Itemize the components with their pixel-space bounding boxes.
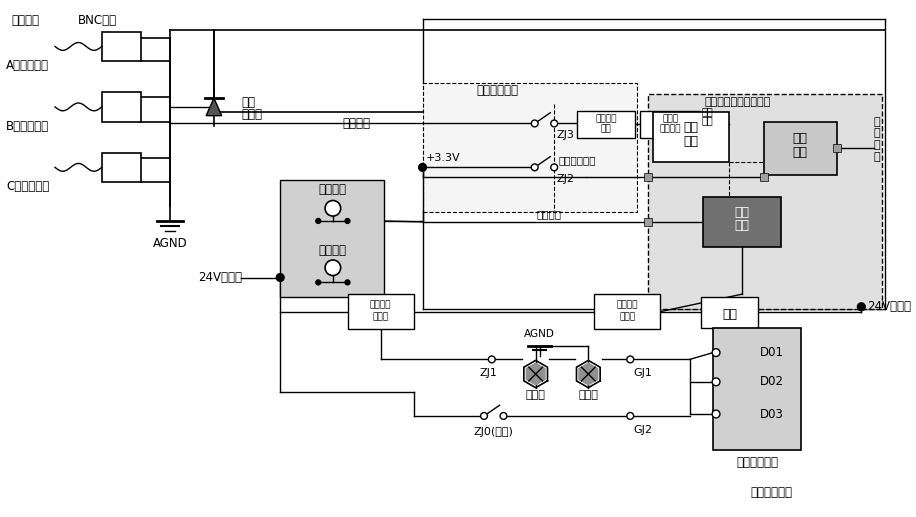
Circle shape: [857, 303, 866, 311]
Text: ZJ3: ZJ3: [556, 130, 574, 140]
Circle shape: [345, 219, 350, 223]
FancyBboxPatch shape: [764, 121, 837, 175]
Text: 脉: 脉: [874, 116, 880, 127]
Text: GJ1: GJ1: [633, 368, 652, 378]
Text: 出: 出: [874, 151, 880, 162]
Text: 信号: 信号: [702, 106, 714, 116]
Text: 发生器: 发生器: [373, 312, 388, 321]
Text: GJ2: GJ2: [633, 424, 652, 435]
Circle shape: [316, 280, 321, 285]
Text: 脉冲发生控制: 脉冲发生控制: [559, 156, 596, 165]
Circle shape: [500, 413, 507, 419]
Text: 复归按钮: 复归按钮: [319, 183, 347, 196]
Text: B相信号监测: B相信号监测: [6, 120, 49, 133]
Polygon shape: [206, 98, 222, 116]
Text: 光耦: 光耦: [722, 308, 737, 321]
Circle shape: [325, 260, 341, 276]
FancyBboxPatch shape: [653, 112, 729, 162]
Text: 灵敏度: 灵敏度: [662, 114, 678, 123]
Circle shape: [488, 356, 496, 363]
Circle shape: [531, 164, 538, 171]
Circle shape: [345, 280, 350, 285]
Text: 告警灯: 告警灯: [578, 390, 598, 401]
Text: D02: D02: [759, 375, 783, 388]
Text: D03: D03: [759, 407, 783, 420]
FancyBboxPatch shape: [760, 173, 768, 181]
Text: 高通滤波: 高通滤波: [595, 114, 616, 123]
FancyBboxPatch shape: [640, 111, 701, 138]
Text: 自检控制: 自检控制: [370, 300, 391, 309]
Polygon shape: [578, 362, 598, 386]
Text: ZJ0(常闭): ZJ0(常闭): [474, 427, 514, 436]
Circle shape: [316, 219, 321, 223]
Text: 调节回路: 调节回路: [660, 124, 681, 133]
Text: 发生器: 发生器: [619, 312, 636, 321]
Text: 自检按钮: 自检按钮: [319, 244, 347, 257]
Text: 外部信号: 外部信号: [343, 117, 371, 130]
Circle shape: [551, 164, 558, 171]
Text: 二极管: 二极管: [241, 108, 262, 121]
Text: 告警: 告警: [735, 206, 750, 219]
Text: 告警控制: 告警控制: [616, 300, 638, 309]
Text: A相信号监测: A相信号监测: [6, 59, 49, 72]
Text: 装置外部端子: 装置外部端子: [736, 457, 778, 469]
Text: 回路: 回路: [601, 124, 611, 133]
Text: ZJ2: ZJ2: [556, 174, 574, 184]
Circle shape: [627, 413, 634, 419]
Circle shape: [712, 378, 720, 386]
Circle shape: [531, 120, 538, 127]
Circle shape: [419, 163, 427, 171]
FancyBboxPatch shape: [648, 94, 882, 309]
Text: 自检灯: 自检灯: [526, 390, 546, 401]
Text: 监测装置核心处理单元: 监测装置核心处理单元: [704, 97, 770, 107]
Text: 脉冲: 脉冲: [683, 121, 698, 134]
Text: 冲: 冲: [874, 128, 880, 138]
Text: 复归输入: 复归输入: [537, 209, 562, 219]
Circle shape: [420, 164, 426, 170]
FancyBboxPatch shape: [714, 328, 801, 450]
Text: 输: 输: [874, 140, 880, 150]
Text: 输入: 输入: [702, 115, 714, 126]
Text: 发生: 发生: [792, 146, 807, 159]
FancyBboxPatch shape: [702, 297, 758, 328]
Text: 同轴电缆: 同轴电缆: [11, 13, 39, 26]
FancyBboxPatch shape: [644, 218, 651, 226]
FancyBboxPatch shape: [703, 196, 781, 247]
FancyBboxPatch shape: [576, 111, 635, 138]
Text: 击穿: 击穿: [241, 96, 256, 109]
Text: 脉冲: 脉冲: [792, 132, 807, 145]
Polygon shape: [526, 362, 546, 386]
Circle shape: [277, 273, 284, 281]
Circle shape: [481, 413, 487, 419]
Text: BNC接头: BNC接头: [78, 13, 116, 26]
Text: 内部自检脉冲: 内部自检脉冲: [476, 84, 518, 97]
Text: 装置外部端子: 装置外部端子: [750, 485, 792, 498]
FancyBboxPatch shape: [347, 294, 414, 329]
Text: C相信号监测: C相信号监测: [6, 180, 49, 193]
Text: +3.3V: +3.3V: [426, 153, 460, 162]
Circle shape: [712, 410, 720, 418]
Circle shape: [712, 348, 720, 357]
FancyBboxPatch shape: [644, 173, 651, 181]
FancyBboxPatch shape: [102, 32, 141, 61]
Circle shape: [551, 120, 558, 127]
FancyBboxPatch shape: [280, 180, 384, 297]
Text: ZJ1: ZJ1: [480, 368, 497, 378]
Text: AGND: AGND: [524, 329, 555, 339]
Text: AGND: AGND: [153, 237, 188, 250]
Circle shape: [325, 201, 341, 216]
Text: D01: D01: [759, 346, 783, 359]
Circle shape: [627, 356, 634, 363]
FancyBboxPatch shape: [422, 83, 637, 212]
FancyBboxPatch shape: [102, 92, 141, 121]
Text: 计数: 计数: [683, 134, 698, 147]
FancyBboxPatch shape: [102, 153, 141, 182]
Text: 24V正电源: 24V正电源: [867, 300, 911, 313]
FancyBboxPatch shape: [594, 294, 660, 329]
Text: 24V正电源: 24V正电源: [199, 271, 243, 284]
Text: 控制: 控制: [735, 219, 750, 232]
FancyBboxPatch shape: [833, 144, 841, 152]
